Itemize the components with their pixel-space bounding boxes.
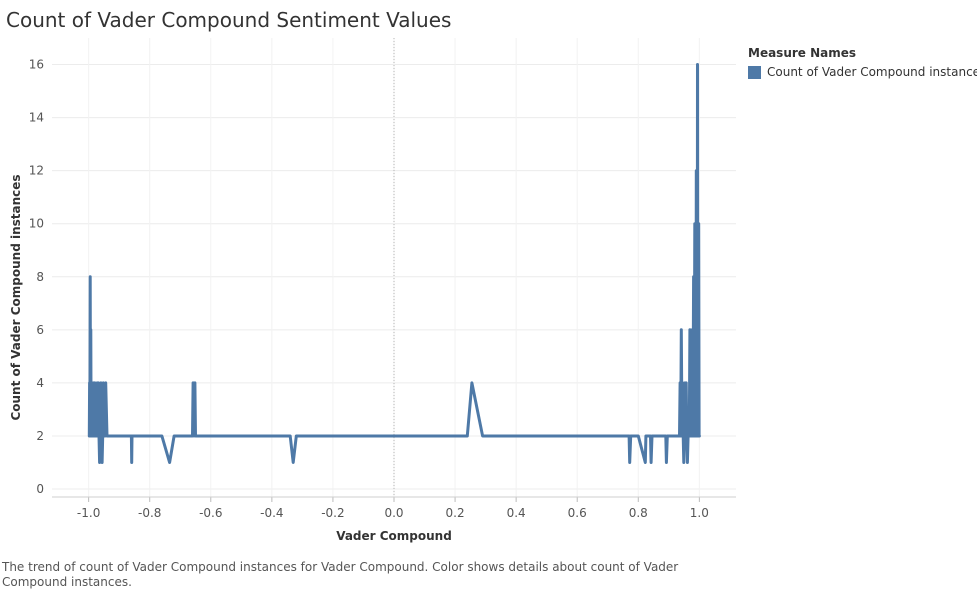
- y-tick-label: 2: [36, 429, 44, 443]
- y-tick-label: 16: [29, 58, 44, 72]
- x-axis-title: Vader Compound: [336, 529, 452, 543]
- y-tick-label: 10: [29, 217, 44, 231]
- y-tick-label: 0: [36, 482, 44, 496]
- x-tick-label: 0.2: [446, 506, 465, 520]
- x-tick-label: 0.8: [629, 506, 648, 520]
- x-tick-label: -1.0: [77, 506, 100, 520]
- legend: Measure Names Count of Vader Compound in…: [748, 46, 977, 79]
- x-tick-label: 1.0: [690, 506, 709, 520]
- legend-title: Measure Names: [748, 46, 857, 60]
- y-tick-label: 8: [36, 270, 44, 284]
- x-tick-label: 0.0: [384, 506, 403, 520]
- x-tick-label: 0.4: [507, 506, 526, 520]
- y-tick-label: 4: [36, 376, 44, 390]
- y-axis-title: Count of Vader Compound instances: [9, 174, 23, 420]
- legend-item-label: Count of Vader Compound instances: [767, 65, 977, 79]
- x-tick-label: -0.4: [260, 506, 283, 520]
- legend-item[interactable]: Count of Vader Compound instances: [748, 65, 977, 79]
- y-tick-label: 14: [29, 111, 44, 125]
- x-tick-label: 0.6: [568, 506, 587, 520]
- legend-swatch: [748, 65, 761, 79]
- y-tick-label: 12: [29, 164, 44, 178]
- series-line: [87, 63, 701, 464]
- chart-title: Count of Vader Compound Sentiment Values: [6, 8, 452, 32]
- chart-caption: The trend of count of Vader Compound ins…: [2, 560, 679, 589]
- x-tick-label: -0.2: [321, 506, 344, 520]
- y-tick-label: 6: [36, 323, 44, 337]
- x-tick-label: -0.8: [138, 506, 161, 520]
- x-tick-label: -0.6: [199, 506, 222, 520]
